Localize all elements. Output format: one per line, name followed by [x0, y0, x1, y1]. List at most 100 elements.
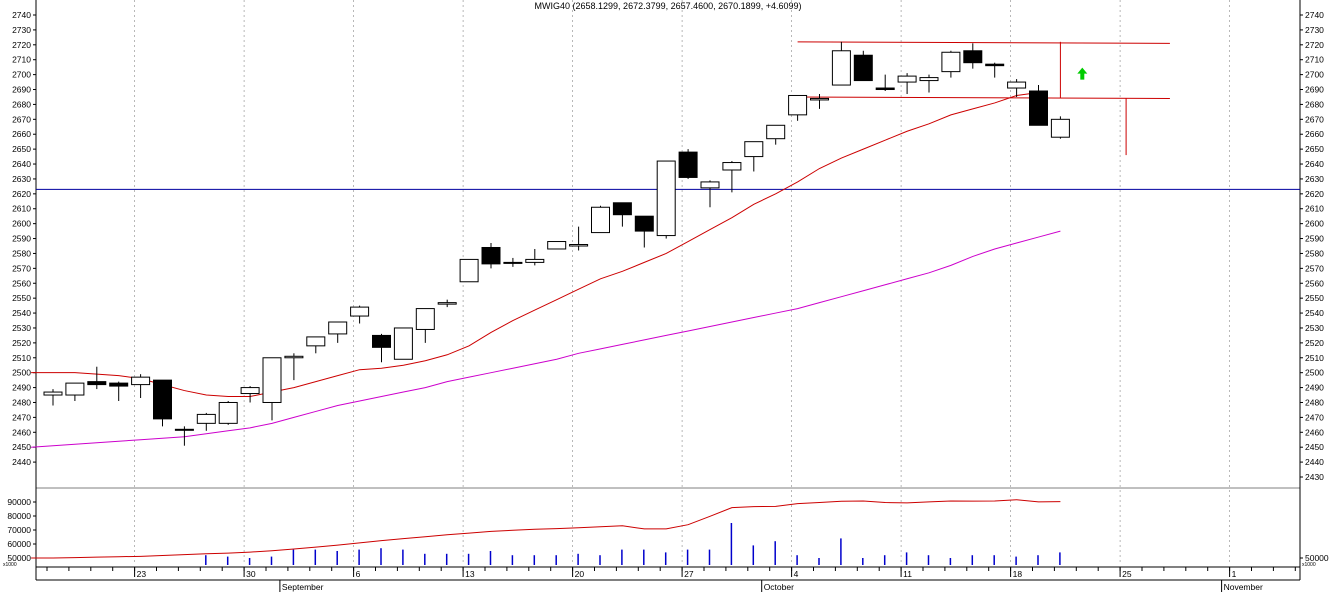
- candle-body: [1050, 118, 1070, 138]
- right-price-tick-label: 2660: [1305, 129, 1324, 139]
- right-price-tick-label: 2720: [1305, 40, 1324, 50]
- candle-body: [218, 401, 238, 424]
- candle-body: [831, 50, 851, 86]
- candle-body: [766, 124, 786, 140]
- candle-body: [109, 382, 129, 387]
- right-price-tick-label: 2530: [1305, 323, 1324, 333]
- x-tick-label: 4: [794, 569, 799, 579]
- candle-body: [1007, 81, 1027, 89]
- candle-body: [481, 246, 501, 265]
- right-price-tick-label: 2460: [1305, 427, 1324, 437]
- left-price-tick-label: 2490: [12, 383, 31, 393]
- candle-body: [174, 428, 194, 431]
- right-price-tick-label: 2670: [1305, 114, 1324, 124]
- volume-tick-label: 60000: [7, 539, 31, 549]
- left-price-tick-label: 2640: [12, 159, 31, 169]
- left-price-tick-label: 2470: [12, 412, 31, 422]
- candle-body: [393, 327, 413, 360]
- left-price-tick-label: 2730: [12, 25, 31, 35]
- right-price-tick-label: 2610: [1305, 204, 1324, 214]
- signal-arrow-icon: [1077, 67, 1088, 80]
- candle-body: [941, 51, 961, 73]
- candle-body: [43, 391, 63, 396]
- left-price-tick-label: 2710: [12, 55, 31, 65]
- candle-body: [810, 97, 829, 101]
- left-price-tick-label: 2690: [12, 85, 31, 95]
- right-price-tick-label: 2600: [1305, 219, 1324, 229]
- x-tick-label: 23: [137, 569, 147, 579]
- candle-body: [1029, 90, 1048, 126]
- candle-body: [131, 376, 151, 386]
- candle-body: [262, 357, 282, 403]
- channel-lower-line: [797, 96, 1170, 99]
- right-price-tick-label: 2650: [1305, 144, 1324, 154]
- x-tick-label: 30: [246, 569, 256, 579]
- volume-ma-line: [31, 499, 1061, 559]
- right-price-tick-label: 2680: [1305, 99, 1324, 109]
- right-price-tick-label: 2480: [1305, 397, 1324, 407]
- left-price-tick-label: 2450: [12, 442, 31, 452]
- right-price-tick-label: 2710: [1305, 55, 1324, 65]
- left-price-tick-label: 2720: [12, 40, 31, 50]
- left-price-tick-label: 2520: [12, 338, 31, 348]
- month-label: September: [282, 582, 324, 592]
- right-price-tick-label: 2620: [1305, 189, 1324, 199]
- month-label: October: [764, 582, 794, 592]
- right-price-tick-label: 2630: [1305, 174, 1324, 184]
- left-price-tick-label: 2580: [12, 248, 31, 258]
- left-price-tick-label: 2600: [12, 219, 31, 229]
- candle-body: [437, 302, 457, 305]
- candle-body: [306, 336, 326, 347]
- right-price-tick-label: 2700: [1305, 70, 1324, 80]
- right-price-tick-label: 2550: [1305, 293, 1324, 303]
- candle-body: [415, 308, 435, 330]
- candle-body: [853, 54, 873, 82]
- candle-body: [569, 244, 589, 247]
- x-tick-label: 25: [1122, 569, 1132, 579]
- left-price-tick-label: 2570: [12, 263, 31, 273]
- candle-body: [897, 75, 917, 83]
- right-price-tick-label: 2690: [1305, 85, 1324, 95]
- left-price-tick-label: 2740: [12, 10, 31, 20]
- right-price-tick-label: 2470: [1305, 412, 1324, 422]
- left-price-tick-label: 2530: [12, 323, 31, 333]
- chart-title: MWIG40 (2658.1299, 2672.3799, 2657.4600,…: [534, 1, 802, 11]
- left-price-tick-label: 2560: [12, 278, 31, 288]
- left-price-tick-label: 2440: [12, 457, 31, 467]
- left-price-tick-label: 2660: [12, 129, 31, 139]
- left-price-tick-label: 2480: [12, 397, 31, 407]
- volume-tick-label: 90000: [7, 497, 31, 507]
- volume-unit-label: x1000: [3, 562, 17, 568]
- candle-body: [87, 381, 107, 386]
- candle-body: [240, 387, 260, 395]
- candle-body: [284, 355, 304, 359]
- candle-body: [985, 63, 1005, 67]
- candle-body: [350, 306, 370, 317]
- candle-body: [963, 50, 983, 64]
- right-price-tick-label: 2520: [1305, 338, 1324, 348]
- left-price-tick-label: 2700: [12, 70, 31, 80]
- channel-upper-line: [797, 41, 1170, 44]
- candle-body: [65, 382, 85, 396]
- right-price-tick-label: 2490: [1305, 383, 1324, 393]
- candle-body: [656, 160, 676, 237]
- left-price-tick-label: 2670: [12, 114, 31, 124]
- left-price-tick-label: 2500: [12, 368, 31, 378]
- right-price-tick-label: 2560: [1305, 278, 1324, 288]
- right-price-tick-label: 2500: [1305, 368, 1324, 378]
- candle-body: [788, 94, 808, 116]
- left-price-tick-label: 2550: [12, 293, 31, 303]
- ma-long-line: [31, 230, 1061, 448]
- right-price-tick-label: 2730: [1305, 25, 1324, 35]
- x-tick-label: 27: [684, 569, 694, 579]
- candle-body: [547, 241, 567, 250]
- right-price-tick-label: 2740: [1305, 10, 1324, 20]
- candle-body: [591, 206, 610, 234]
- candle-body: [196, 413, 216, 424]
- volume-tick-label-right: 50000: [1305, 553, 1329, 563]
- candle-body: [459, 258, 479, 283]
- left-price-tick-label: 2680: [12, 99, 31, 109]
- left-price-tick-label: 2540: [12, 308, 31, 318]
- right-price-tick-label: 2430: [1305, 472, 1324, 482]
- volume-unit-label-right: x1000: [1302, 562, 1316, 568]
